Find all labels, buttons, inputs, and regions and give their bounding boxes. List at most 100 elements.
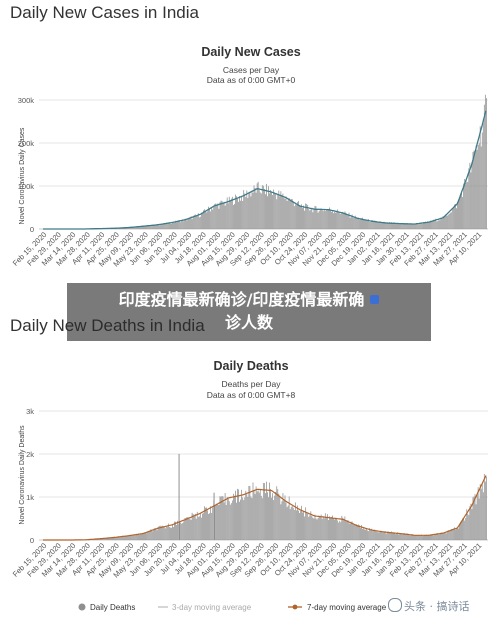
daily-bar bbox=[269, 482, 270, 540]
daily-bar bbox=[343, 519, 345, 540]
daily-bar bbox=[430, 220, 431, 229]
daily-bar bbox=[394, 222, 395, 229]
daily-bar bbox=[410, 223, 412, 229]
daily-bar bbox=[309, 515, 311, 540]
daily-bar bbox=[369, 221, 371, 229]
daily-bar bbox=[403, 533, 405, 540]
daily-bar bbox=[129, 535, 131, 540]
daily-bar bbox=[407, 534, 409, 540]
daily-bar bbox=[205, 507, 206, 540]
daily-bar bbox=[191, 219, 193, 229]
daily-bar bbox=[383, 221, 385, 229]
daily-bar bbox=[292, 507, 294, 540]
daily-bar bbox=[413, 224, 415, 229]
daily-bar bbox=[339, 520, 341, 540]
daily-bar bbox=[379, 531, 381, 540]
daily-bar bbox=[477, 487, 479, 540]
daily-bar bbox=[378, 532, 380, 540]
daily-bar bbox=[329, 207, 330, 229]
legend-3day-label[interactable]: 3-day moving average bbox=[172, 603, 252, 612]
daily-bar bbox=[195, 518, 197, 540]
legend-daily-deaths-label[interactable]: Daily Deaths bbox=[90, 603, 135, 612]
daily-bar bbox=[211, 512, 213, 540]
daily-bar bbox=[285, 502, 287, 540]
daily-bar bbox=[350, 521, 352, 540]
daily-bar bbox=[425, 534, 426, 540]
daily-bar bbox=[427, 535, 428, 540]
daily-bar bbox=[208, 206, 209, 229]
daily-bar bbox=[412, 534, 414, 540]
daily-deaths-chart: Daily Deaths Deaths per Day Data as of 0… bbox=[11, 359, 488, 612]
daily-bar bbox=[202, 213, 203, 229]
daily-bar bbox=[423, 535, 424, 540]
daily-bar bbox=[182, 523, 184, 540]
daily-bar bbox=[242, 497, 244, 540]
legend-7day-label[interactable]: 7-day moving average bbox=[307, 603, 387, 612]
daily-bar bbox=[468, 168, 470, 229]
daily-bar bbox=[117, 536, 119, 540]
daily-bar bbox=[176, 524, 177, 540]
daily-bar bbox=[230, 198, 232, 229]
daily-bar bbox=[377, 532, 379, 540]
daily-bar bbox=[209, 208, 210, 229]
daily-bar bbox=[198, 516, 200, 540]
daily-bar bbox=[358, 525, 360, 540]
daily-bar bbox=[254, 187, 256, 229]
daily-bar bbox=[318, 211, 320, 229]
daily-bar bbox=[313, 518, 315, 540]
daily-bar bbox=[405, 534, 407, 540]
daily-bar bbox=[263, 483, 265, 540]
daily-bar bbox=[457, 201, 458, 229]
daily-bar bbox=[484, 481, 486, 540]
daily-bar bbox=[174, 521, 175, 540]
daily-bar bbox=[170, 527, 171, 540]
daily-bar bbox=[465, 517, 467, 540]
daily-bar bbox=[463, 183, 465, 229]
daily-bar bbox=[133, 227, 135, 229]
daily-bar bbox=[387, 531, 389, 540]
daily-bar bbox=[103, 538, 105, 540]
daily-bar bbox=[186, 220, 188, 229]
daily-bar bbox=[317, 212, 319, 229]
daily-bar bbox=[194, 513, 196, 540]
daily-bar bbox=[349, 523, 351, 540]
daily-bar bbox=[204, 209, 205, 229]
daily-bar bbox=[98, 538, 100, 540]
deaths-legend: Daily Deaths 3-day moving average 7-day … bbox=[78, 603, 387, 612]
daily-bar bbox=[257, 490, 259, 540]
daily-bar bbox=[139, 534, 140, 540]
daily-bar bbox=[396, 532, 397, 540]
daily-bar bbox=[290, 506, 292, 540]
daily-bar bbox=[456, 208, 457, 229]
daily-bar bbox=[153, 528, 155, 540]
daily-bar bbox=[463, 518, 465, 540]
daily-bar bbox=[484, 94, 486, 229]
daily-bar bbox=[434, 220, 436, 229]
daily-bar bbox=[230, 503, 232, 540]
daily-bar bbox=[323, 209, 325, 229]
daily-bar bbox=[374, 529, 376, 540]
daily-bar bbox=[453, 204, 455, 229]
overlay-banner: 印度疫情最新确诊/印度疫情最新确 诊人数 bbox=[67, 283, 431, 341]
daily-bar bbox=[302, 208, 303, 229]
daily-bar bbox=[407, 224, 409, 229]
daily-bar bbox=[296, 510, 297, 540]
daily-bar bbox=[337, 209, 339, 229]
daily-bar bbox=[336, 212, 338, 229]
daily-bar bbox=[349, 217, 351, 229]
daily-bar bbox=[462, 196, 463, 229]
daily-bar bbox=[231, 500, 233, 540]
y-tick-label: 1k bbox=[26, 493, 34, 502]
daily-bar bbox=[458, 528, 459, 540]
daily-bar bbox=[112, 537, 113, 540]
daily-bar bbox=[478, 143, 480, 229]
daily-bar bbox=[168, 526, 170, 540]
daily-bar bbox=[366, 529, 367, 540]
daily-bar bbox=[415, 223, 417, 229]
daily-bar bbox=[339, 213, 341, 229]
daily-bar bbox=[235, 490, 236, 540]
daily-bar bbox=[261, 498, 263, 540]
daily-bar bbox=[123, 536, 125, 540]
daily-bar bbox=[300, 511, 301, 540]
daily-bar bbox=[225, 203, 227, 229]
